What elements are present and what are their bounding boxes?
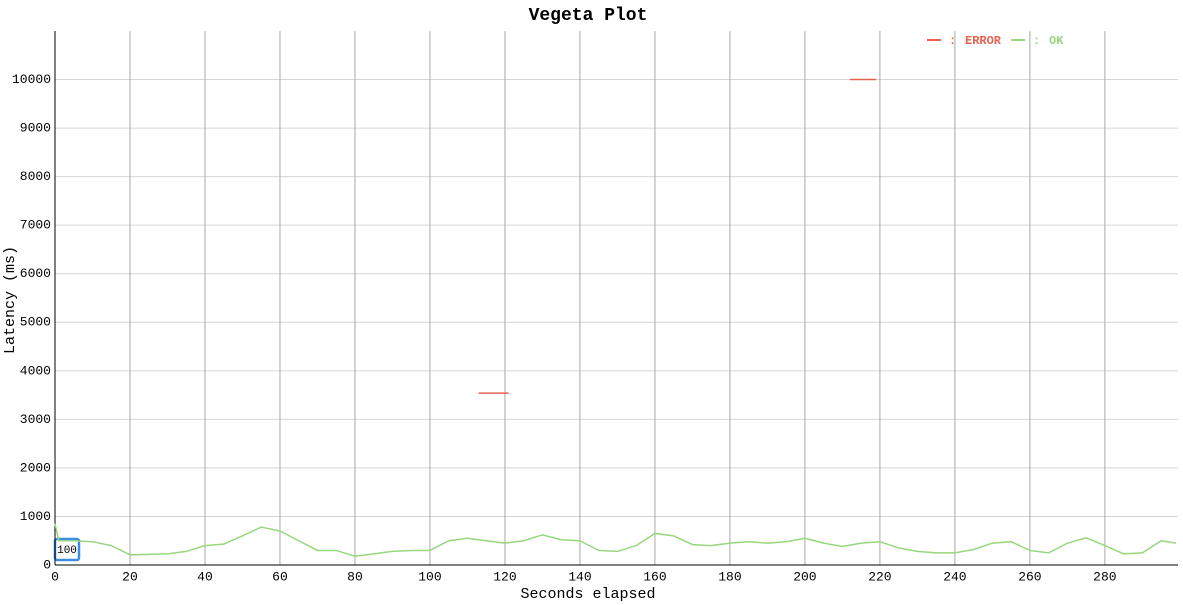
y-tick-label: 2000 (20, 460, 51, 475)
x-tick-label: 260 (1018, 569, 1041, 584)
x-tick-label: 0 (51, 569, 59, 584)
y-tick-label: 6000 (20, 266, 51, 281)
legend-separator: : (1033, 34, 1040, 48)
x-tick-label: 280 (1093, 569, 1116, 584)
y-tick-label: 10000 (12, 72, 51, 87)
x-tick-label: 120 (493, 569, 516, 584)
x-tick-label: 80 (347, 569, 363, 584)
chart-title: Vegeta Plot (529, 6, 648, 26)
y-tick-label: 5000 (20, 315, 51, 330)
x-tick-label: 40 (197, 569, 213, 584)
y-tick-label: 1000 (20, 509, 51, 524)
x-tick-label: 100 (418, 569, 441, 584)
y-axis-label: Latency (ms) (2, 246, 19, 354)
y-tick-label: 3000 (20, 412, 51, 427)
x-axis-label: Seconds elapsed (520, 586, 655, 603)
x-tick-label: 60 (272, 569, 288, 584)
x-tick-label: 200 (793, 569, 816, 584)
y-tick-label: 4000 (20, 363, 51, 378)
annotation: 100 (57, 545, 77, 557)
series-line (478, 78, 877, 394)
x-tick-label: 140 (568, 569, 591, 584)
series-line (54, 523, 1177, 558)
x-tick-label: 240 (943, 569, 966, 584)
y-tick-label: 9000 (20, 121, 51, 136)
y-tick-label: 7000 (20, 218, 51, 233)
x-tick-label: 160 (643, 569, 666, 584)
x-tick-label: 20 (122, 569, 138, 584)
y-tick-label: 0 (43, 557, 51, 572)
legend-label: OK (1049, 34, 1064, 48)
y-tick-label: 8000 (20, 169, 51, 184)
x-tick-label: 180 (718, 569, 741, 584)
legend-label: ERROR (965, 34, 1002, 48)
legend-separator: : (949, 34, 956, 48)
x-tick-label: 220 (868, 569, 891, 584)
